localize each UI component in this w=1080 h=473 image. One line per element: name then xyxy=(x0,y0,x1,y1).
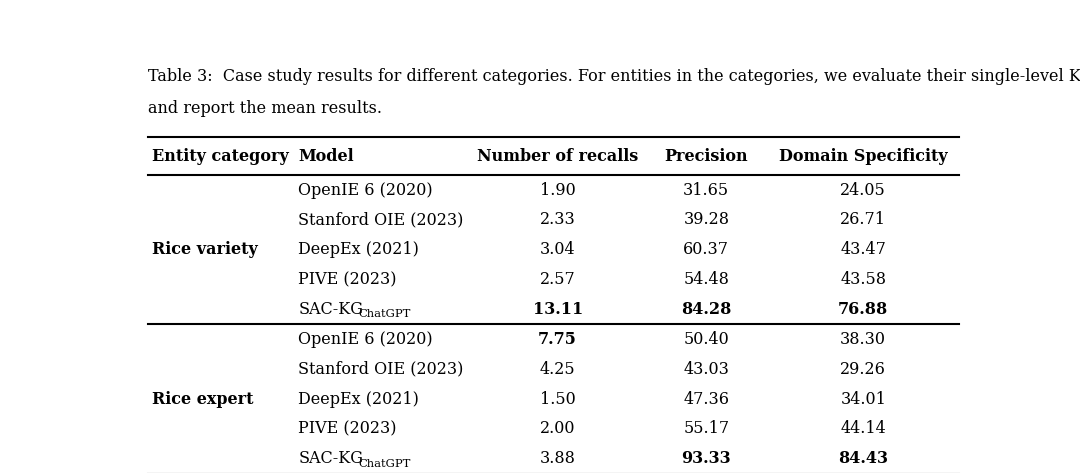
Text: 60.37: 60.37 xyxy=(684,241,729,258)
Text: Number of recalls: Number of recalls xyxy=(477,148,638,165)
Text: 3.88: 3.88 xyxy=(540,450,576,467)
Text: 13.11: 13.11 xyxy=(532,301,583,318)
Text: 31.65: 31.65 xyxy=(684,182,729,199)
Text: 54.48: 54.48 xyxy=(684,271,729,288)
Text: 84.28: 84.28 xyxy=(681,301,731,318)
Text: OpenIE 6 (2020): OpenIE 6 (2020) xyxy=(298,331,433,348)
Text: PIVE (2023): PIVE (2023) xyxy=(298,271,396,288)
Text: 50.40: 50.40 xyxy=(684,331,729,348)
Text: 3.04: 3.04 xyxy=(540,241,576,258)
Text: 76.88: 76.88 xyxy=(838,301,889,318)
Text: Entity category: Entity category xyxy=(151,148,288,165)
Text: Precision: Precision xyxy=(664,148,748,165)
Text: and report the mean results.: and report the mean results. xyxy=(148,100,381,117)
Text: 24.05: 24.05 xyxy=(840,182,886,199)
Text: SAC-KG: SAC-KG xyxy=(298,301,363,318)
Text: 29.26: 29.26 xyxy=(840,361,886,378)
Text: DeepEx (2021): DeepEx (2021) xyxy=(298,391,419,408)
Text: 2.33: 2.33 xyxy=(540,211,576,228)
Text: 43.03: 43.03 xyxy=(684,361,729,378)
Text: SAC-KG: SAC-KG xyxy=(298,450,363,467)
Text: ChatGPT: ChatGPT xyxy=(359,309,410,319)
Text: DeepEx (2021): DeepEx (2021) xyxy=(298,241,419,258)
Text: 1.50: 1.50 xyxy=(540,391,576,408)
Text: 26.71: 26.71 xyxy=(840,211,887,228)
Text: 43.58: 43.58 xyxy=(840,271,887,288)
Text: ChatGPT: ChatGPT xyxy=(359,459,410,469)
Text: Stanford OIE (2023): Stanford OIE (2023) xyxy=(298,211,463,228)
Text: Model: Model xyxy=(298,148,354,165)
Text: OpenIE 6 (2020): OpenIE 6 (2020) xyxy=(298,182,433,199)
Text: Domain Specificity: Domain Specificity xyxy=(779,148,947,165)
Text: 93.33: 93.33 xyxy=(681,450,731,467)
Text: 2.00: 2.00 xyxy=(540,420,576,438)
Text: 7.75: 7.75 xyxy=(538,331,577,348)
Text: 1.90: 1.90 xyxy=(540,182,576,199)
Text: 4.25: 4.25 xyxy=(540,361,576,378)
Text: 84.43: 84.43 xyxy=(838,450,888,467)
Text: 2.57: 2.57 xyxy=(540,271,576,288)
Text: 38.30: 38.30 xyxy=(840,331,887,348)
Text: 44.14: 44.14 xyxy=(840,420,886,438)
Text: PIVE (2023): PIVE (2023) xyxy=(298,420,396,438)
Text: 34.01: 34.01 xyxy=(840,391,886,408)
Text: Table 3:  Case study results for different categories. For entities in the categ: Table 3: Case study results for differen… xyxy=(148,68,1080,85)
Text: 47.36: 47.36 xyxy=(684,391,729,408)
Text: Rice expert: Rice expert xyxy=(151,391,253,408)
Text: 55.17: 55.17 xyxy=(684,420,729,438)
Text: 43.47: 43.47 xyxy=(840,241,886,258)
Text: Stanford OIE (2023): Stanford OIE (2023) xyxy=(298,361,463,378)
Text: 39.28: 39.28 xyxy=(684,211,729,228)
Text: Rice variety: Rice variety xyxy=(151,241,257,258)
